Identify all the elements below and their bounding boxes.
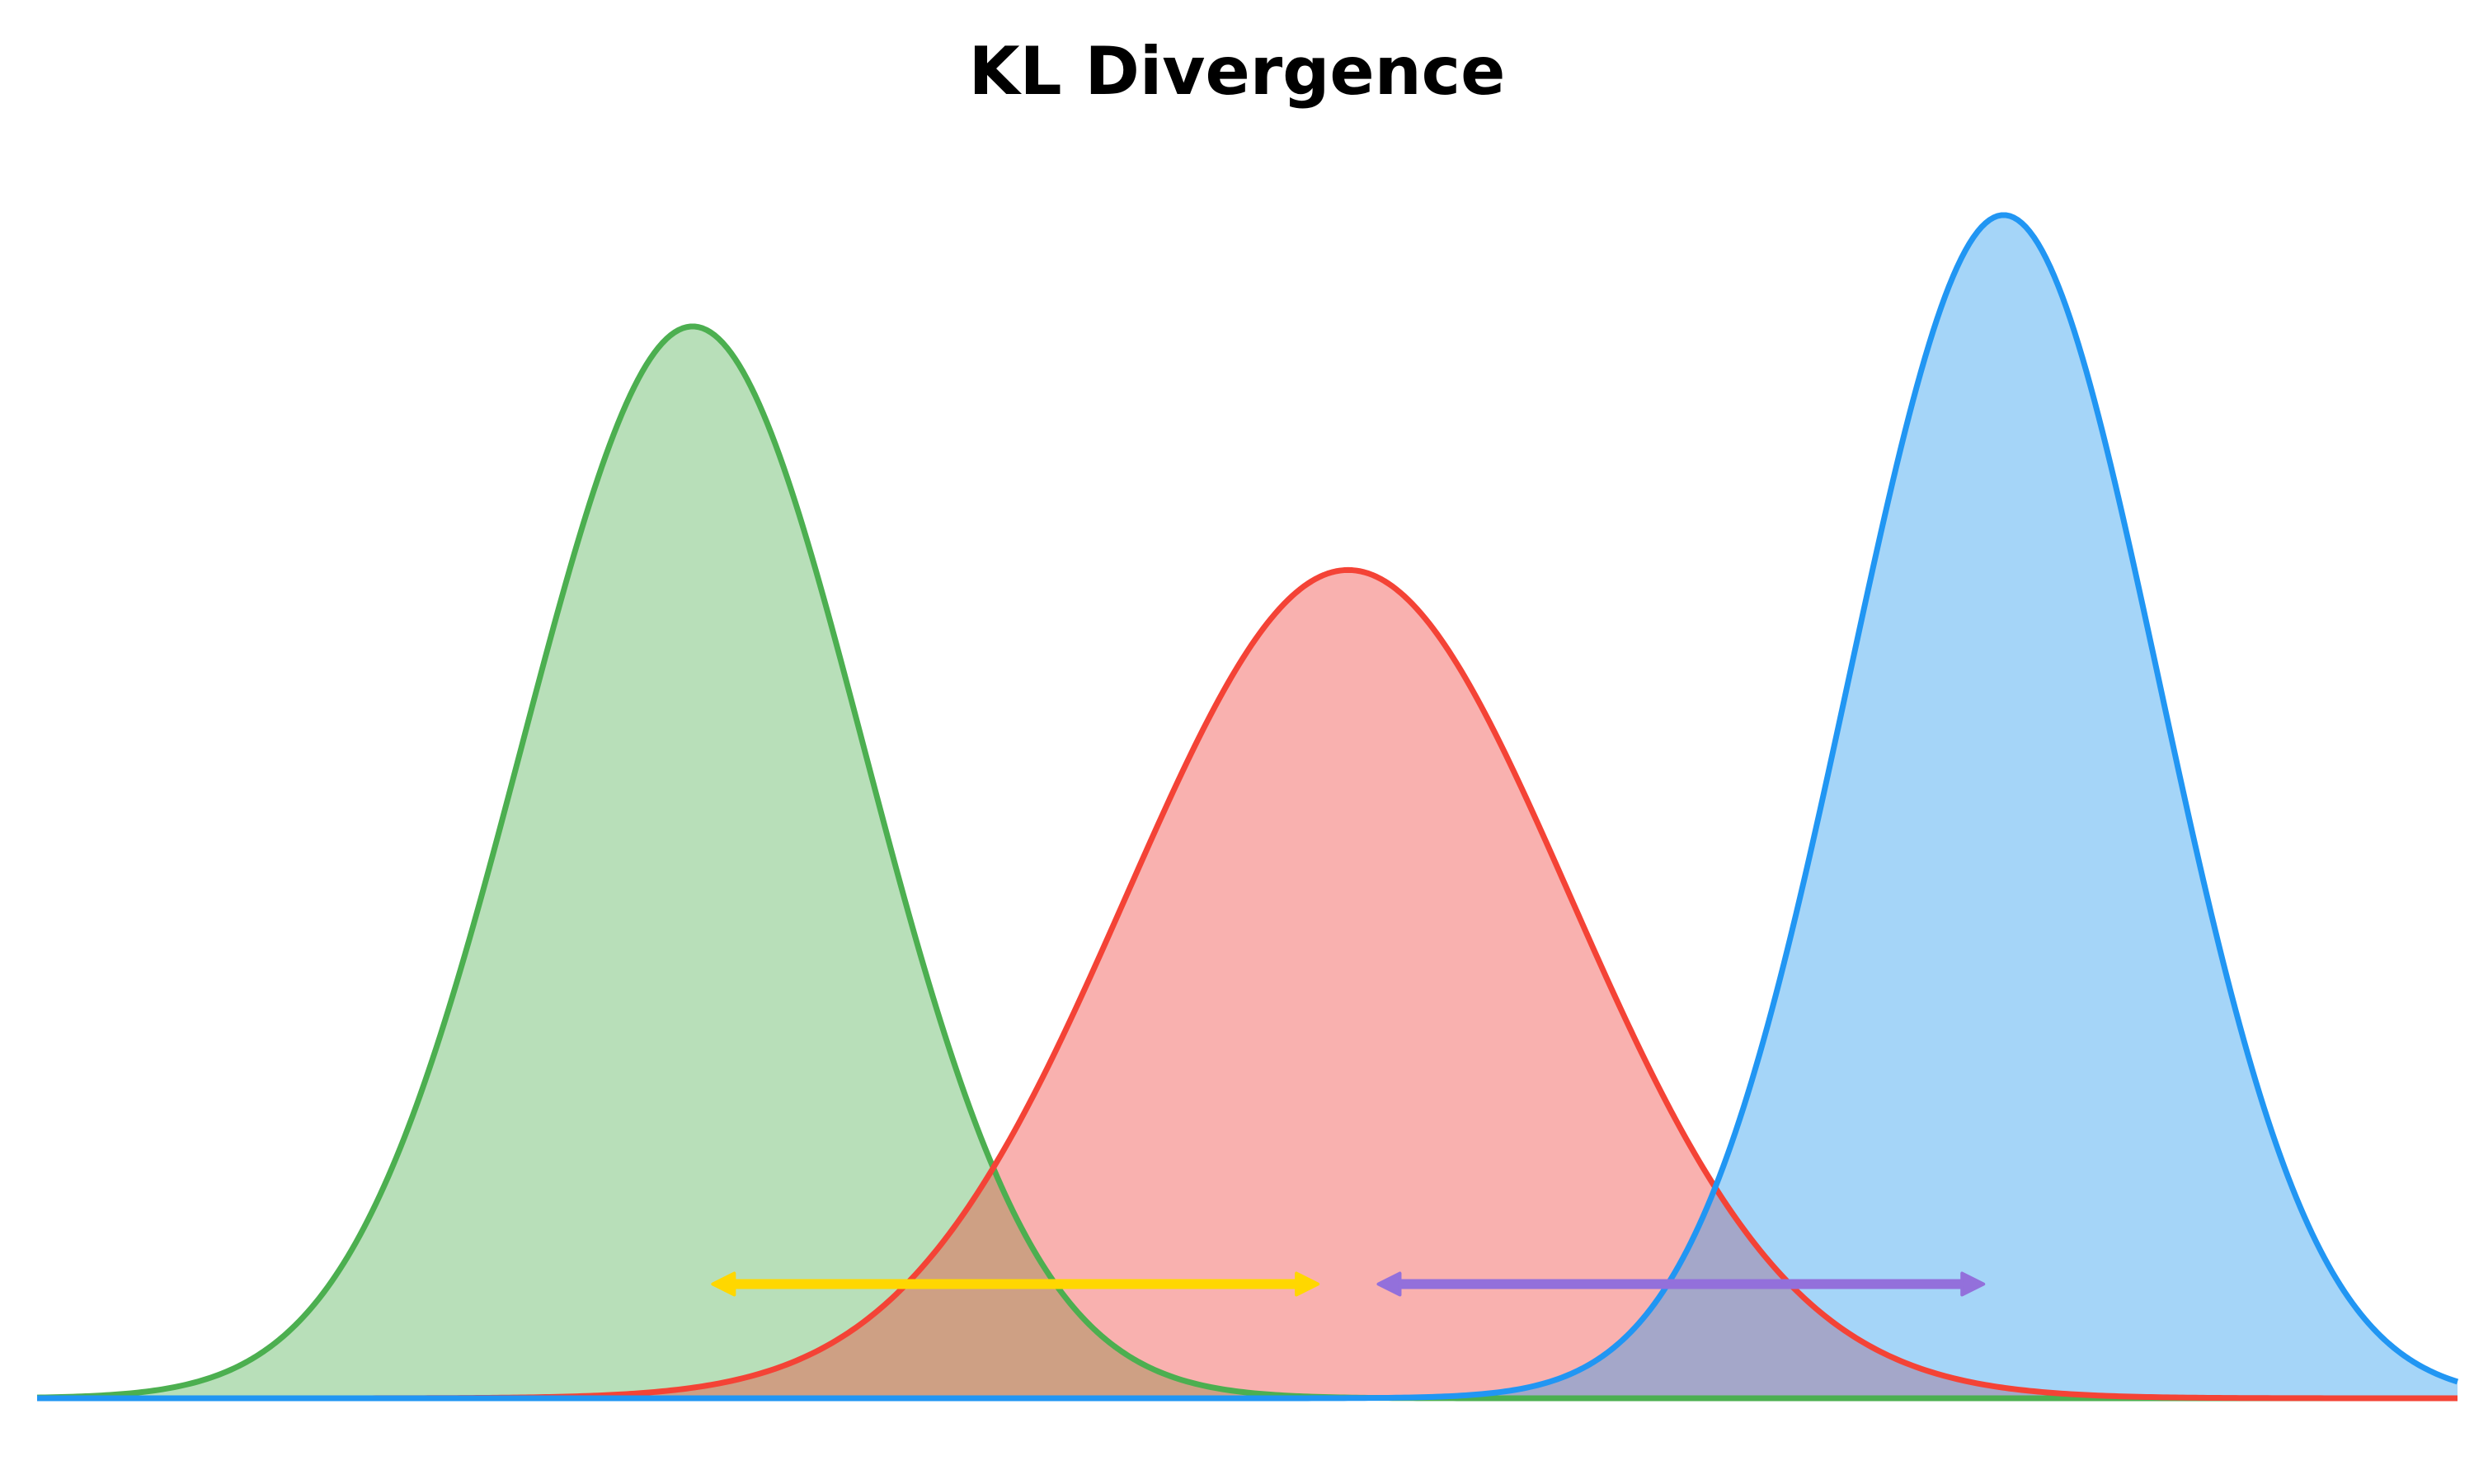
distribution-line-1 [36,323,2458,1402]
distribution-fill-1 [37,326,2458,1398]
divergence-arrow-1 [711,1271,1320,1297]
distribution-line-3 [37,212,2459,1402]
arrow-head-left [1376,1271,1402,1297]
arrows-layer [711,1271,1986,1297]
arrow-head-right [1960,1271,1986,1297]
arrow-head-left [711,1271,736,1297]
distribution-fill-2 [37,570,2458,1398]
overlap-fill-2 [37,1187,2458,1398]
lines-layer [36,212,2459,1402]
divergence-arrow-2 [1376,1271,1986,1297]
arrow-head-right [1295,1271,1320,1297]
chart-title: KL Divergence [968,33,1506,110]
distribution-fill-3 [37,214,2458,1399]
fills-layer [37,214,2458,1399]
